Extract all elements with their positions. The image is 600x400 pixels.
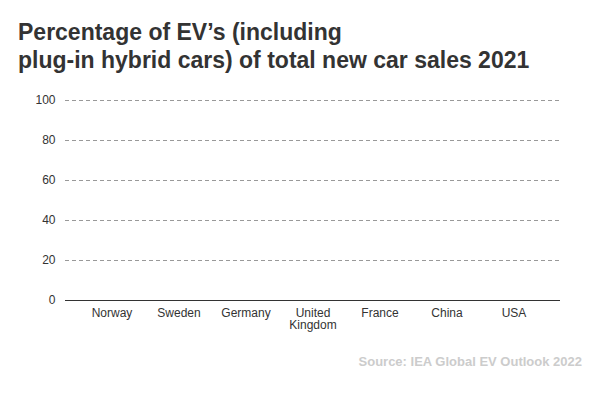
- svg-text:0: 0: [49, 293, 56, 307]
- svg-text:20: 20: [42, 253, 56, 267]
- svg-text:100: 100: [35, 93, 55, 107]
- svg-text:France: France: [361, 306, 399, 320]
- html-text:Source: IEA Global EV Outlook: Source: IEA Global EV Outlook 2022: [358, 354, 582, 369]
- svg-text:UnitedKingdom: UnitedKingdom: [289, 306, 336, 332]
- svg-text:Germany: Germany: [221, 306, 270, 320]
- svg-text:Norway: Norway: [92, 306, 133, 320]
- svg-text:80: 80: [42, 133, 56, 147]
- svg-text:USA: USA: [502, 306, 527, 320]
- svg-text:60: 60: [42, 173, 56, 187]
- svg-text:40: 40: [42, 213, 56, 227]
- svg-text:Sweden: Sweden: [157, 306, 200, 320]
- html-text:Percentage of EV’s (including: Percentage of EV’s (including plug-in hy…: [18, 19, 530, 73]
- svg-text:China: China: [431, 306, 463, 320]
